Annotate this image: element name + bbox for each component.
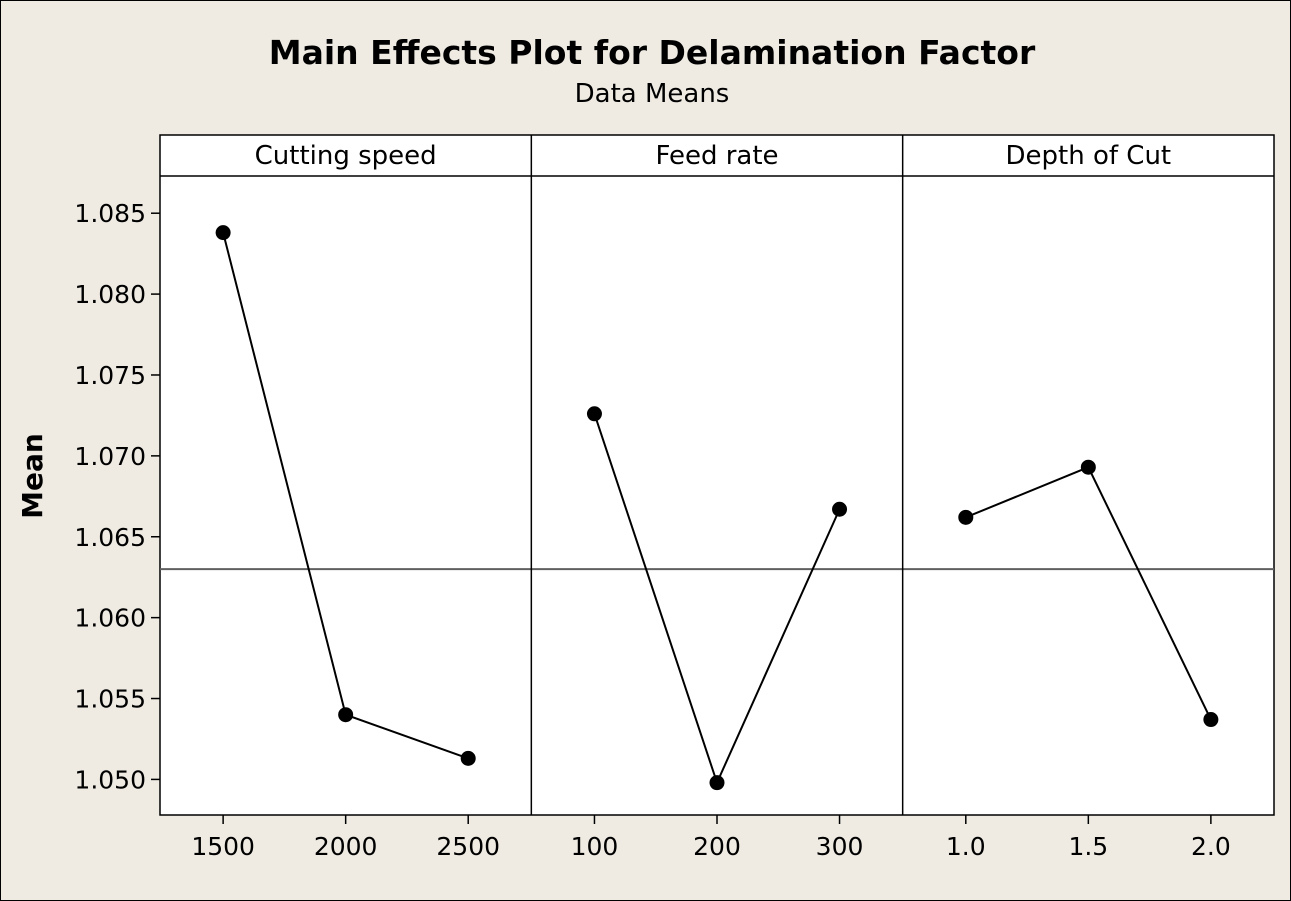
panel-feed-rate: Feed rate 100 200 300	[530, 135, 864, 861]
panel-cutting-speed: Cutting speed 1500 2000 2500	[191, 141, 500, 861]
y-tick-label: 1.050	[74, 765, 146, 794]
y-tick-label: 1.060	[74, 604, 146, 633]
x-tick-label: 1500	[191, 832, 255, 861]
panels-layer: Cutting speed 1500 2000 2500 Feed rate 100 200…	[191, 135, 1231, 861]
chart-title: Main Effects Plot for Delamination Facto…	[269, 33, 1036, 72]
panel-strip-label: Depth of Cut	[1006, 141, 1172, 171]
panel-strip-label: Feed rate	[655, 141, 778, 171]
data-point	[1203, 712, 1219, 728]
data-point	[460, 750, 476, 766]
data-point	[958, 509, 974, 525]
x-tick-label: 1.5	[1068, 832, 1108, 861]
plot-frame	[159, 134, 1275, 816]
x-tick-label: 100	[571, 832, 619, 861]
panel-strip-label: Cutting speed	[255, 141, 437, 171]
data-point	[586, 406, 602, 422]
data-point	[1080, 459, 1096, 475]
data-point	[709, 775, 725, 791]
axes-layer: 1.050 1.055 1.060 1.065 1.070 1.075 1.080 1.085	[74, 134, 1275, 816]
y-tick-label: 1.085	[74, 199, 146, 228]
x-tick-label: 1.0	[946, 832, 986, 861]
data-point	[338, 707, 354, 723]
panel-depth-of-cut: Depth of Cut 1.0 1.5 2.0	[901, 135, 1231, 861]
y-tick-label: 1.075	[74, 361, 146, 390]
data-point	[832, 501, 848, 517]
y-tick-label: 1.080	[74, 280, 146, 309]
x-tick-label: 300	[816, 832, 864, 861]
x-tick-label: 2000	[314, 832, 378, 861]
x-tick-label: 200	[693, 832, 741, 861]
y-tick-label: 1.055	[74, 685, 146, 714]
x-tick-label: 2.0	[1191, 832, 1231, 861]
y-axis-label: Mean	[16, 433, 49, 519]
chart-subtitle: Data Means	[575, 79, 730, 109]
data-point	[215, 225, 231, 241]
y-tick-label: 1.070	[74, 442, 146, 471]
x-tick-label: 2500	[436, 832, 500, 861]
y-tick-label: 1.065	[74, 523, 146, 552]
